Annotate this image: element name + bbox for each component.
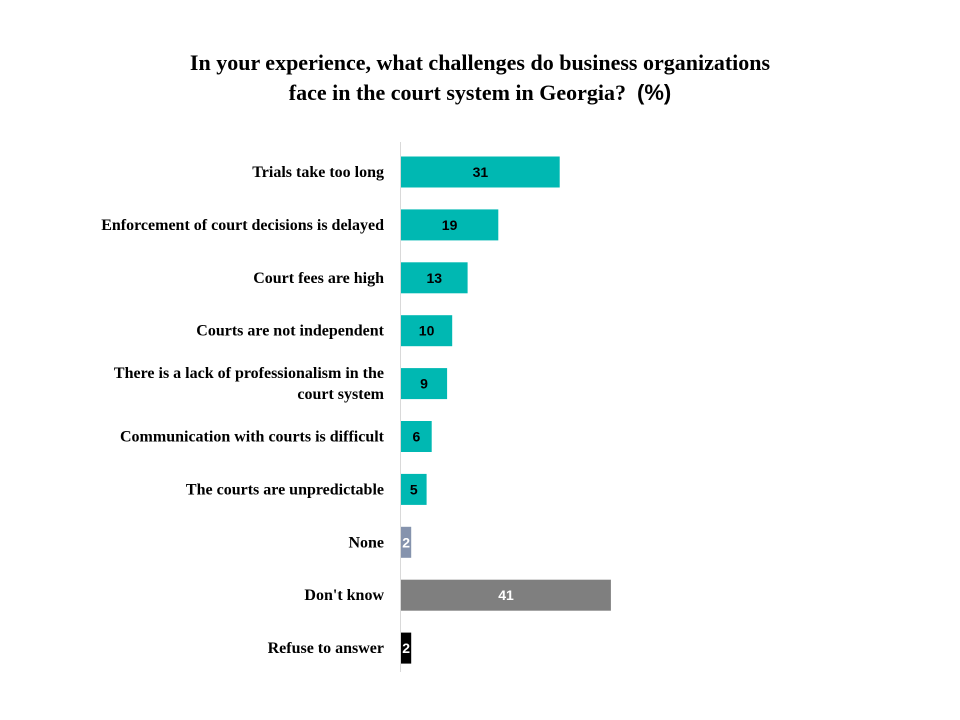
bar-the-courts-are-unpredictable	[401, 473, 427, 505]
chart-title-line-1: In your experience, what challenges do b…	[189, 50, 771, 75]
category-label-trials-take-too-long: Trials take too long	[252, 164, 384, 181]
chart-title-question: face in the court system in Georgia?	[288, 80, 627, 105]
value-label-there-is-a-lack-of-professionalism-in-the-court-system: 9	[420, 376, 428, 392]
chart-title: In your experience, what challenges do b…	[0, 48, 960, 108]
value-label-don-t-know: 41	[498, 587, 514, 603]
chart-title-unit: (%)	[637, 80, 672, 105]
category-labels-group: Trials take too long Enforcement of court…	[101, 164, 384, 657]
value-label-trials-take-too-long: 31	[473, 164, 489, 180]
bar-courts-are-not-independent	[401, 315, 453, 347]
bar-there-is-a-lack-of-professionalism-in-the-court-system	[401, 368, 448, 400]
bar-refuse-to-answer	[401, 632, 412, 664]
bar-don-t-know	[401, 579, 611, 611]
chart-title-line-2: face in the court system in Georgia? (%)	[0, 78, 960, 108]
bar-court-fees-are-high	[401, 262, 468, 294]
value-label-court-fees-are-high: 13	[427, 270, 443, 286]
value-label-courts-are-not-independent: 10	[419, 323, 435, 339]
bar-none	[401, 526, 412, 558]
category-label-refuse-to-answer: Refuse to answer	[268, 640, 384, 657]
category-label-don-t-know: Don't know	[304, 587, 384, 604]
value-label-none: 2	[402, 534, 410, 550]
bar-enforcement-of-court-decisions-is-delayed	[401, 209, 499, 241]
value-label-the-courts-are-unpredictable: 5	[410, 481, 418, 497]
bar-trials-take-too-long	[401, 156, 560, 188]
category-label-there-is-a-lack-of-professionalism-in-the-court-system: There is a lack of professionalism in th…	[114, 365, 385, 403]
category-label-enforcement-of-court-decisions-is-delayed: Enforcement of court decisions is delaye…	[101, 217, 384, 234]
category-label-none: None	[348, 534, 384, 551]
category-label-communication-with-courts-is-difficult: Communication with courts is difficult	[120, 429, 385, 446]
category-label-court-fees-are-high: Court fees are high	[253, 270, 384, 287]
value-label-enforcement-of-court-decisions-is-delayed: 19	[442, 217, 458, 233]
bar-communication-with-courts-is-difficult	[401, 421, 432, 452]
category-label-courts-are-not-independent: Courts are not independent	[196, 323, 384, 340]
value-label-communication-with-courts-is-difficult: 6	[413, 429, 421, 445]
bars-group	[401, 156, 611, 664]
value-labels-group: 31 19 13 10 9 6 5 2 41 2	[402, 164, 514, 656]
category-label-the-courts-are-unpredictable: The courts are unpredictable	[186, 481, 384, 498]
value-label-refuse-to-answer: 2	[402, 640, 410, 656]
